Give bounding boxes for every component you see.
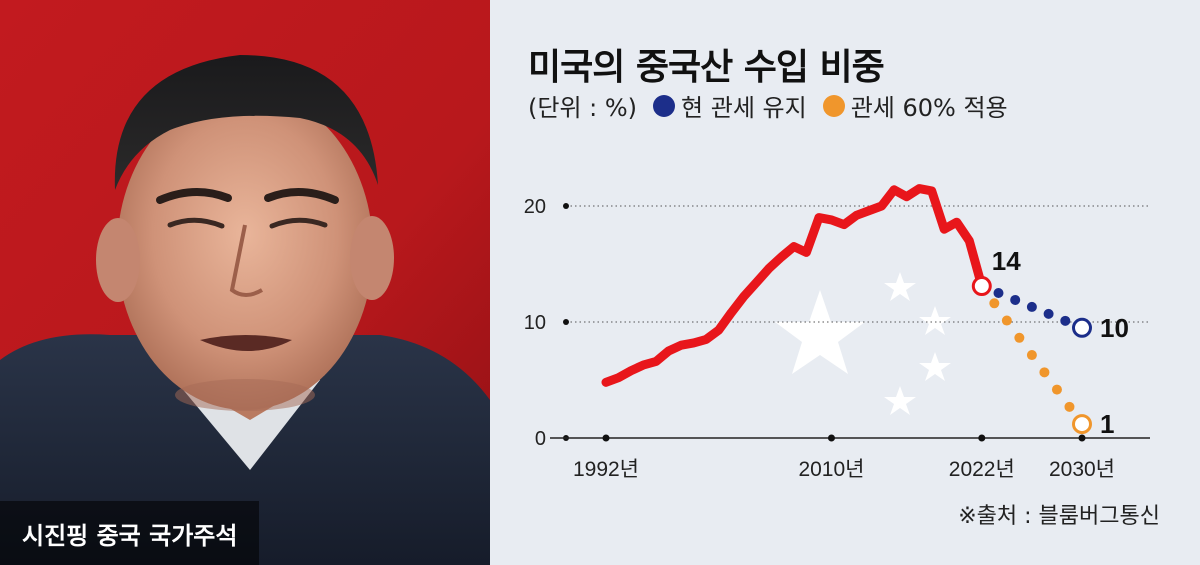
y-tick-label-0: 0: [535, 428, 546, 450]
data-label-0: 14: [992, 246, 1021, 276]
line-chart: 0 10 20 1992년 2010년 2022년 2030년 14 10 1: [524, 184, 1150, 481]
legend-label-60-tariff: 관세 60% 적용: [850, 94, 1008, 122]
data-label-1: 10: [1100, 313, 1129, 343]
marker-2022: [971, 276, 992, 297]
legend-label-current-tariff: 현 관세 유지: [681, 94, 807, 122]
chart-title: 미국의 중국산 수입 비중: [528, 47, 885, 88]
x-tick-mark-2010: [827, 434, 835, 442]
data-label-2: 1: [1100, 409, 1114, 439]
y-tick-mark-10: [563, 319, 569, 325]
photo-panel: 시진핑 중국 국가주석: [0, 0, 490, 565]
x-tick-mark-2022: [978, 434, 986, 442]
projection-dot-1-1: [993, 288, 1004, 298]
portrait-photo: [0, 0, 490, 565]
projection-dot-2-7: [1064, 401, 1075, 412]
projection-dot-2-6: [1051, 384, 1062, 395]
x-tick-label-2022: 2022년: [949, 458, 1015, 481]
projection-dot-1-2: [1010, 294, 1021, 305]
legend-swatch-current-tariff: [653, 94, 676, 117]
photo-caption: 시진핑 중국 국가주석: [0, 501, 260, 565]
projection-dot-1-4: [1043, 308, 1054, 319]
y-tick-label-20: 20: [524, 196, 546, 218]
projection-dot-2-1: [989, 298, 1000, 309]
chart-panel: 미국의 중국산 수입 비중 (단위 : %) 현 관세 유지 관세 60% 적용…: [490, 0, 1200, 565]
projection-dot-2-2: [1001, 315, 1012, 326]
x-tick-label-1992: 1992년: [573, 458, 639, 481]
flag-star-decoration: [775, 272, 951, 415]
y-tick-mark-20: [563, 203, 569, 209]
x-tick-mark-1992: [602, 434, 610, 442]
x-tick-label-2010: 2010년: [798, 458, 864, 481]
series-line-historical: [601, 184, 987, 387]
source-note: ※출처 : 블룸버그통신: [958, 504, 1160, 529]
x-tick-mark-2030: [1078, 434, 1086, 442]
projection-dot-2-4: [1026, 350, 1037, 361]
y-tick-label-10: 10: [524, 312, 546, 334]
unit-label: (단위 : %): [528, 94, 638, 122]
x-tick-label-2030: 2030년: [1049, 458, 1115, 481]
projection-endpoint-1: [1072, 317, 1092, 338]
projection-endpoint-2: [1072, 414, 1092, 435]
legend-swatch-60-tariff: [822, 94, 845, 117]
projection-dot-1-5: [1060, 315, 1071, 326]
projection-dot-2-5: [1039, 367, 1050, 378]
projection-dot-1-3: [1026, 301, 1037, 312]
projection-dot-2-3: [1014, 332, 1025, 343]
chart-legend: (단위 : %) 현 관세 유지 관세 60% 적용: [528, 88, 1008, 123]
